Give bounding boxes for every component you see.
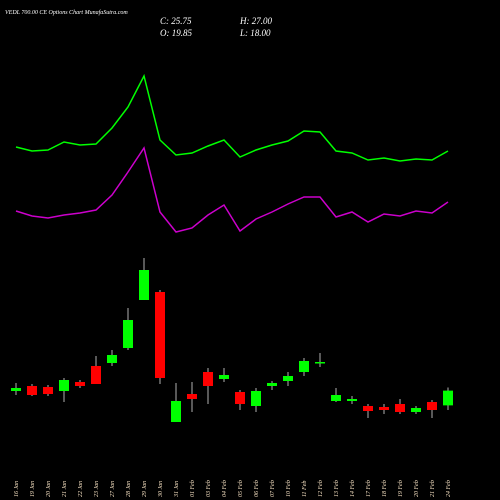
- candle-body: [379, 407, 389, 410]
- x-tick-label: 20 Jan: [46, 481, 52, 497]
- x-tick-label: 21 Feb: [430, 480, 436, 497]
- candle-body: [59, 380, 69, 391]
- indicator-line: [15, 146, 449, 233]
- candle-body: [11, 388, 21, 391]
- candle-body: [283, 376, 293, 381]
- candle-body: [331, 395, 341, 401]
- candle-body: [43, 387, 53, 394]
- x-tick-label: 28 Jan: [126, 481, 132, 497]
- candle-body: [363, 406, 373, 411]
- x-tick-label: 29 Jan: [142, 481, 148, 497]
- x-tick-label: 18 Feb: [382, 480, 388, 497]
- candle-body: [347, 399, 357, 401]
- x-tick-label: 07 Feb: [270, 480, 276, 497]
- candle-body: [299, 361, 309, 372]
- x-tick-label: 24 Feb: [445, 480, 452, 497]
- candle-body: [139, 270, 149, 300]
- candle-body: [187, 394, 197, 399]
- x-tick-label: 06 Feb: [254, 480, 260, 497]
- chart-title: VEDL 700.00 CE Options Chart MunafaSutra…: [5, 9, 128, 16]
- x-tick-label: 12 Feb: [318, 480, 324, 497]
- x-tick-label: 17 Feb: [366, 480, 372, 497]
- candle-body: [203, 372, 213, 386]
- x-tick-label: 22 Jan: [78, 481, 84, 497]
- x-tick-label: 11 Feb: [302, 481, 308, 497]
- candle-body: [107, 355, 117, 363]
- x-tick-label: 21 Jan: [62, 481, 68, 497]
- x-tick-label: 20 Feb: [414, 480, 420, 497]
- candle-body: [411, 408, 421, 412]
- candle-body: [443, 390, 453, 406]
- candle-body: [427, 402, 437, 410]
- candle-body: [219, 375, 229, 379]
- indicator-line: [15, 73, 449, 162]
- x-tick-label: 14 Feb: [349, 480, 356, 497]
- x-tick-label: 10 Feb: [286, 480, 292, 497]
- candle-body: [123, 320, 133, 348]
- x-tick-label: 19 Jan: [30, 481, 36, 497]
- open-text: O: 19.85: [160, 28, 192, 38]
- candle-body: [267, 383, 277, 386]
- candle-body: [75, 382, 85, 386]
- candle-body: [251, 391, 261, 406]
- candle-body: [91, 366, 101, 384]
- x-tick-label: 16 Jan: [14, 481, 20, 497]
- x-tick-label: 27 Jan: [110, 481, 116, 497]
- candle-body: [171, 401, 181, 422]
- candle-body: [27, 386, 37, 395]
- x-tick-label: 13 Feb: [334, 480, 340, 497]
- x-tick-label: 03 Feb: [206, 480, 212, 497]
- x-tick-label: 30 Jan: [158, 481, 164, 498]
- high-text: H: 27.00: [239, 16, 272, 26]
- x-tick-label: 19 Feb: [398, 480, 404, 497]
- x-tick-label: 31 Jan: [174, 481, 180, 498]
- candle-body: [155, 292, 165, 378]
- candle-body: [235, 392, 245, 404]
- low-text: L: 18.00: [239, 28, 271, 38]
- candle-body: [315, 362, 325, 364]
- close-text: C: 25.75: [160, 16, 192, 26]
- x-tick-label: 05 Feb: [238, 480, 244, 497]
- x-tick-label: 23 Jan: [94, 481, 100, 497]
- x-tick-label: 04 Feb: [221, 480, 228, 497]
- candle-body: [395, 404, 405, 412]
- x-tick-label: 01 Feb: [190, 480, 196, 497]
